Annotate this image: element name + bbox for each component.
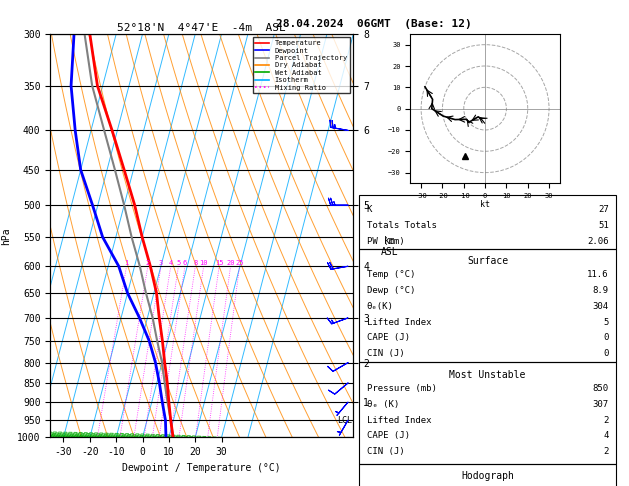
Text: 20: 20: [226, 260, 235, 266]
Bar: [359, 363, 616, 464]
Text: 27: 27: [598, 205, 609, 214]
Text: 3: 3: [159, 260, 163, 266]
Bar: [359, 195, 616, 249]
Text: 1: 1: [125, 260, 128, 266]
Text: 2: 2: [603, 447, 609, 456]
Text: 307: 307: [593, 400, 609, 409]
Text: Most Unstable: Most Unstable: [450, 370, 526, 380]
Bar: [359, 464, 616, 486]
Text: 2: 2: [603, 416, 609, 425]
Text: CIN (J): CIN (J): [367, 349, 404, 358]
Text: Dewp (°C): Dewp (°C): [367, 286, 415, 295]
Legend: Temperature, Dewpoint, Parcel Trajectory, Dry Adiabat, Wet Adiabat, Isotherm, Mi: Temperature, Dewpoint, Parcel Trajectory…: [253, 37, 350, 93]
Text: 0: 0: [603, 333, 609, 342]
Text: Temp (°C): Temp (°C): [367, 270, 415, 279]
X-axis label: Dewpoint / Temperature (°C): Dewpoint / Temperature (°C): [123, 463, 281, 473]
Bar: [359, 249, 616, 363]
Text: 11.6: 11.6: [587, 270, 609, 279]
Text: θₑ(K): θₑ(K): [367, 302, 394, 311]
Text: 0: 0: [603, 349, 609, 358]
Text: 4: 4: [603, 432, 609, 440]
Text: Pressure (mb): Pressure (mb): [367, 384, 437, 393]
Text: LCL: LCL: [338, 416, 352, 425]
Text: 6: 6: [183, 260, 187, 266]
Text: θₑ (K): θₑ (K): [367, 400, 399, 409]
Y-axis label: km
ASL: km ASL: [381, 236, 399, 257]
Text: 5: 5: [176, 260, 181, 266]
Text: 2: 2: [146, 260, 150, 266]
Title: 52°18'N  4°47'E  -4m  ASL: 52°18'N 4°47'E -4m ASL: [118, 23, 286, 33]
Text: Lifted Index: Lifted Index: [367, 416, 431, 425]
Text: CAPE (J): CAPE (J): [367, 432, 409, 440]
Text: 25: 25: [235, 260, 244, 266]
Text: 2.06: 2.06: [587, 237, 609, 245]
Text: 304: 304: [593, 302, 609, 311]
Text: Lifted Index: Lifted Index: [367, 317, 431, 327]
Text: 51: 51: [598, 221, 609, 230]
Text: 15: 15: [215, 260, 223, 266]
Text: 4: 4: [169, 260, 173, 266]
Text: PW (cm): PW (cm): [367, 237, 404, 245]
Text: Hodograph: Hodograph: [461, 471, 514, 481]
Text: 8: 8: [193, 260, 198, 266]
Text: CIN (J): CIN (J): [367, 447, 404, 456]
Text: 28.04.2024  06GMT  (Base: 12): 28.04.2024 06GMT (Base: 12): [276, 19, 472, 30]
Text: K: K: [367, 205, 372, 214]
X-axis label: kt: kt: [480, 200, 490, 209]
Text: 8.9: 8.9: [593, 286, 609, 295]
Text: CAPE (J): CAPE (J): [367, 333, 409, 342]
Text: 5: 5: [603, 317, 609, 327]
Text: Surface: Surface: [467, 256, 508, 266]
Y-axis label: hPa: hPa: [1, 227, 11, 244]
Text: 10: 10: [199, 260, 208, 266]
Text: Totals Totals: Totals Totals: [367, 221, 437, 230]
Text: 850: 850: [593, 384, 609, 393]
